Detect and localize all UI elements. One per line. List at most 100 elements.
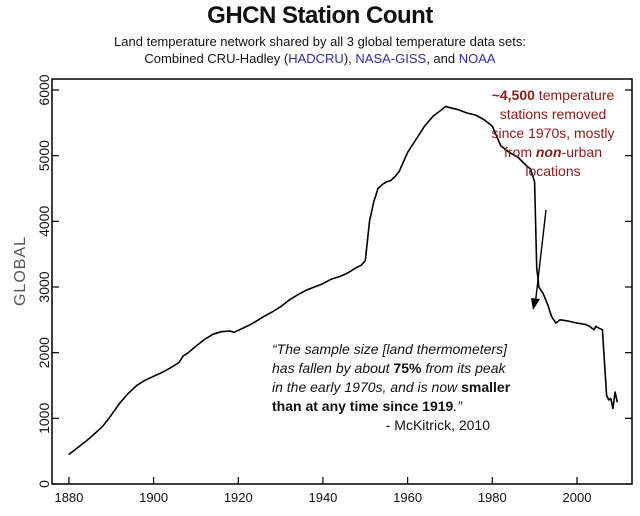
- data-point: [483, 118, 485, 121]
- data-point: [339, 275, 341, 278]
- x-tick-label: 1980: [478, 490, 507, 505]
- quote-source: - McKitrick, 2010: [385, 417, 490, 433]
- data-point: [555, 322, 557, 324]
- data-point: [271, 311, 273, 313]
- chart-subtitle-line1: Land temperature network shared by all 3…: [114, 34, 526, 49]
- data-point: [119, 402, 121, 404]
- data-point: [440, 109, 443, 111]
- data-point: [612, 407, 614, 410]
- data-point: [546, 302, 548, 305]
- data-point: [584, 323, 587, 326]
- data-point: [491, 125, 493, 127]
- data-point: [534, 181, 536, 183]
- data-point: [182, 355, 184, 357]
- y-tick-label: 6000: [36, 74, 52, 105]
- data-point: [597, 327, 599, 329]
- data-point: [536, 266, 538, 268]
- data-point: [445, 105, 447, 108]
- data-point: [593, 329, 595, 331]
- data-point: [366, 240, 369, 242]
- data-point: [538, 286, 540, 288]
- mckitrick-quote: “The sample size [land thermometers] has…: [272, 340, 520, 435]
- data-point: [559, 319, 561, 321]
- data-point: [589, 325, 591, 327]
- annotation-count: ~4,500: [491, 87, 535, 103]
- chart-subtitle-line2: Combined CRU-Hadley (HADCRU), NASA-GISS,…: [0, 51, 640, 66]
- data-point: [517, 156, 519, 158]
- quote-line2-post: from its peak: [421, 360, 506, 376]
- data-point: [373, 201, 375, 203]
- data-point: [368, 220, 371, 222]
- data-point: [136, 384, 138, 387]
- data-point: [608, 399, 610, 401]
- data-point: [398, 170, 400, 173]
- x-tick-label: 1920: [224, 490, 253, 505]
- data-point: [237, 329, 239, 331]
- x-tick-label: 1880: [54, 490, 83, 505]
- data-point: [288, 299, 290, 301]
- annotation-line4-post: -urban: [561, 144, 602, 160]
- annotation-line5: locations: [525, 163, 581, 179]
- annotation-line1: temperature: [534, 87, 615, 103]
- data-point: [102, 425, 104, 427]
- data-point: [322, 283, 324, 285]
- data-point: [127, 392, 129, 394]
- data-point: [76, 447, 79, 449]
- data-point: [246, 325, 248, 327]
- data-point: [233, 331, 235, 333]
- data-point: [394, 176, 396, 178]
- data-point: [360, 264, 362, 266]
- data-point: [390, 180, 392, 182]
- quote-75-percent: 75%: [393, 360, 422, 376]
- subtitle-text: , and: [426, 51, 459, 66]
- data-point: [466, 112, 468, 114]
- data-point: [203, 338, 206, 341]
- data-point: [457, 109, 460, 111]
- data-point: [178, 361, 180, 364]
- y-tick-label: 3000: [36, 271, 52, 302]
- annotation-non-bold: non: [535, 144, 562, 160]
- data-point: [423, 125, 426, 127]
- data-point: [601, 329, 603, 331]
- data-point: [280, 306, 282, 308]
- data-point: [305, 289, 307, 291]
- data-point: [229, 330, 231, 332]
- data-point: [212, 333, 214, 335]
- subtitle-noaa: NOAA: [458, 51, 496, 66]
- data-point: [407, 151, 409, 153]
- data-point: [263, 315, 265, 318]
- data-point: [85, 440, 87, 442]
- data-point: [525, 164, 527, 167]
- data-point: [161, 371, 163, 373]
- x-tick-label: 1960: [393, 490, 422, 505]
- data-point: [153, 375, 155, 377]
- annotation-line4-pre: from: [503, 144, 536, 160]
- data-point: [110, 414, 112, 416]
- x-tick-label: 1900: [139, 490, 168, 505]
- data-point: [195, 345, 197, 347]
- data-point: [356, 266, 358, 268]
- data-point: [449, 107, 451, 109]
- data-point: [313, 286, 316, 288]
- annotation-arrowhead: [531, 298, 540, 310]
- data-point: [93, 433, 95, 435]
- x-tick-label: 1940: [308, 490, 337, 505]
- x-tick-label: 2000: [563, 490, 592, 505]
- quote-line2-pre: has fallen by about: [272, 360, 394, 376]
- data-point: [605, 394, 608, 396]
- data-point: [364, 260, 366, 262]
- data-point: [474, 114, 476, 116]
- data-point: [254, 321, 256, 323]
- y-tick-label: 0: [36, 480, 52, 488]
- y-tick-label: 2000: [36, 337, 52, 368]
- data-point: [610, 398, 612, 400]
- data-point: [529, 168, 531, 170]
- data-point: [169, 367, 172, 369]
- data-points: [68, 105, 618, 456]
- quote-line4-post: .”: [453, 398, 462, 414]
- y-ticks: 0 1000 2000 3000 4000 5000 6000: [36, 74, 632, 488]
- chart-title: GHCN Station Count: [207, 2, 433, 29]
- data-point: [542, 292, 544, 295]
- data-point: [595, 325, 597, 327]
